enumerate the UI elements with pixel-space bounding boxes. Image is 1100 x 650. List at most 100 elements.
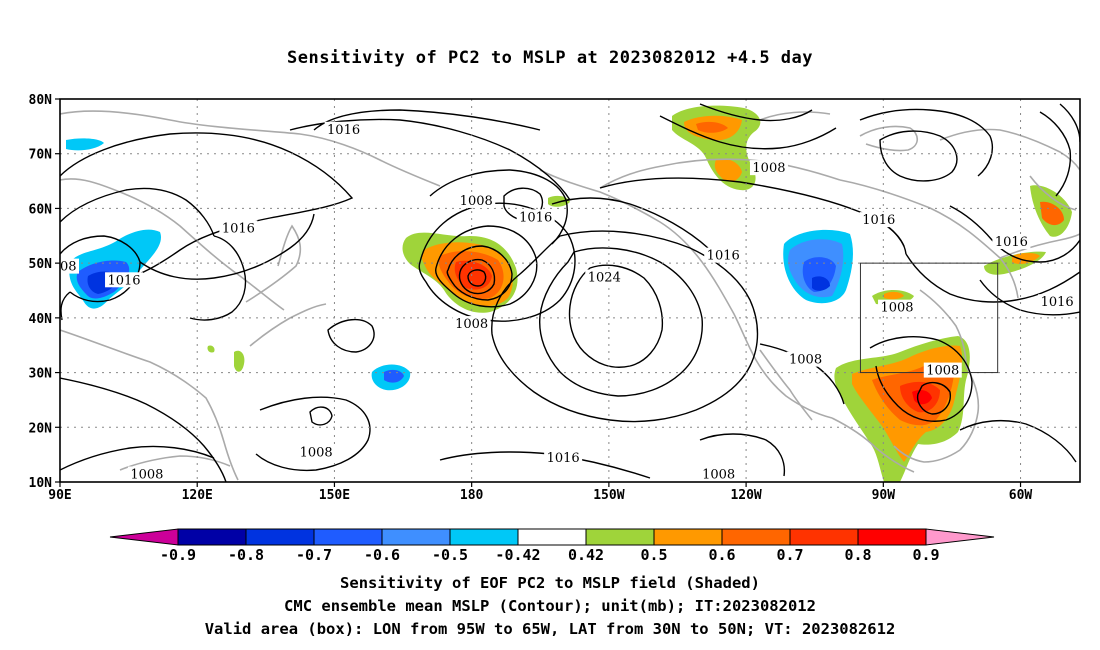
shade-positive-arctic-core <box>696 121 728 133</box>
colorbar-label: -0.42 <box>495 546 540 564</box>
colorbar-label: 0.5 <box>640 546 667 564</box>
colorbar-swatch <box>789 528 859 546</box>
contour-label: 1016 <box>107 273 140 288</box>
colorbar-label: -0.5 <box>432 546 468 564</box>
shade-positive-canada-patch-core <box>884 291 904 300</box>
shade-negative-arctic-asia <box>66 138 104 151</box>
contour-label: 1008 <box>789 353 822 368</box>
contour-label-bg <box>105 272 144 288</box>
contour-label: 1016 <box>547 451 580 466</box>
map-plot-area: 1016 1008 1016 1016 1008 1016 1008 1016 1016 1024… <box>43 99 1080 483</box>
contour-label: 1016 <box>222 221 255 236</box>
lon-label: 90E <box>48 488 71 503</box>
contour-label: 1016 <box>707 249 740 264</box>
contour-label-bg <box>457 192 496 208</box>
shade-positive-arctic-lower <box>714 158 742 182</box>
contour-label-bg <box>516 209 555 225</box>
lon-label: 90W <box>872 488 896 503</box>
contour-labels: 1016 1008 1016 1016 1008 1016 1008 1016 1016 1024… <box>43 121 1077 483</box>
lon-label: 120W <box>730 488 761 503</box>
colorbar-swatch <box>177 528 247 546</box>
lon-label: 60W <box>1009 488 1033 503</box>
colorbar-swatch <box>313 528 383 546</box>
colorbar-swatch <box>449 528 519 546</box>
contour-label: 1008 <box>43 260 76 275</box>
contour-label: 1008 <box>460 194 493 209</box>
contour-label-bg <box>699 466 738 482</box>
lat-label: 60N <box>29 202 53 217</box>
contour-label-bg <box>1038 294 1077 310</box>
contour-label: 1008 <box>926 364 959 379</box>
lat-label: 20N <box>29 421 53 436</box>
colorbar-label: 0.8 <box>844 546 871 564</box>
contour-label-bg <box>786 351 825 367</box>
lat-label: 30N <box>29 367 53 382</box>
coastlines <box>60 110 1080 481</box>
colorbar-swatch <box>517 528 587 546</box>
lon-label: 120E <box>182 488 213 503</box>
contour-label: 1008 <box>702 468 735 483</box>
contour-label: 1008 <box>130 468 163 483</box>
contour-label-bg <box>452 316 491 332</box>
contour-label-bg <box>704 247 743 263</box>
graticule <box>60 99 1080 482</box>
colorbar-swatch <box>721 528 791 546</box>
contour-label-bg <box>219 220 258 236</box>
contour-label: 1016 <box>995 235 1028 250</box>
shade-negative-namerica-core <box>812 276 830 291</box>
colorbar-label: 0.9 <box>912 546 939 564</box>
caption-line-3: Valid area (box): LON from 95W to 65W, L… <box>204 620 896 638</box>
colorbar-label: 0.7 <box>776 546 803 564</box>
contour-label: 1024 <box>588 271 621 286</box>
contour-label-bg <box>324 121 363 137</box>
colorbar-over-triangle <box>925 528 995 546</box>
contour-label: 1016 <box>519 210 552 225</box>
colorbar: -0.9 -0.8 -0.7 -0.6 -0.5 -0.42 0.42 0.5 0.6 0.7 0.… <box>109 528 995 564</box>
colorbar-label: 0.42 <box>568 546 604 564</box>
caption-line-2: CMC ensemble mean MSLP (Contour); unit(m… <box>284 597 816 615</box>
colorbar-swatch <box>245 528 315 546</box>
contour-label: 1016 <box>862 213 895 228</box>
shade-positive-china-patch1 <box>234 350 245 372</box>
contour-label: 1008 <box>880 301 913 316</box>
shade-positive-atlantic-mid-core <box>1012 253 1040 264</box>
contour-label-bg <box>878 299 917 315</box>
contour-label: 1008 <box>455 317 488 332</box>
lon-label: 150E <box>319 488 350 503</box>
colorbar-label: -0.9 <box>160 546 196 564</box>
contour-label-bg <box>585 269 624 285</box>
contour-label-bg <box>544 450 583 466</box>
colorbar-swatch <box>857 528 927 546</box>
lat-label: 50N <box>29 257 53 272</box>
map-frame <box>59 98 1081 483</box>
contour-label-bg <box>297 444 336 460</box>
contour-label: 1016 <box>327 123 360 138</box>
shade-positive-china-patch2 <box>207 345 215 353</box>
shade-positive-atlantic-north-core <box>1040 201 1064 226</box>
contour-label-bg <box>749 160 788 176</box>
contour-label: 1016 <box>1041 295 1074 310</box>
colorbar-label: 0.6 <box>708 546 735 564</box>
contour-label-bg <box>127 466 166 482</box>
lat-label: 10N <box>29 476 53 491</box>
colorbar-label: -0.6 <box>364 546 400 564</box>
contour-label: 1008 <box>300 446 333 461</box>
colorbar-swatch <box>585 528 655 546</box>
lat-label: 40N <box>29 312 53 327</box>
colorbar-under-triangle <box>109 528 179 546</box>
contour-label-bg <box>60 258 79 274</box>
colorbar-label: -0.7 <box>296 546 332 564</box>
colorbar-swatch <box>653 528 723 546</box>
caption-line-1: Sensitivity of EOF PC2 to MSLP field (Sh… <box>340 574 760 592</box>
lon-label: 180 <box>460 488 484 503</box>
shade-negative-pacific-core <box>384 369 404 383</box>
lat-label: 70N <box>29 148 53 163</box>
lon-label: 150W <box>593 488 624 503</box>
shade-positive-gulf-peak <box>912 390 932 405</box>
lat-label: 80N <box>29 93 53 108</box>
shade-positive-dateline-core <box>454 260 492 290</box>
colorbar-label: -0.8 <box>228 546 264 564</box>
colorbar-swatch <box>381 528 451 546</box>
